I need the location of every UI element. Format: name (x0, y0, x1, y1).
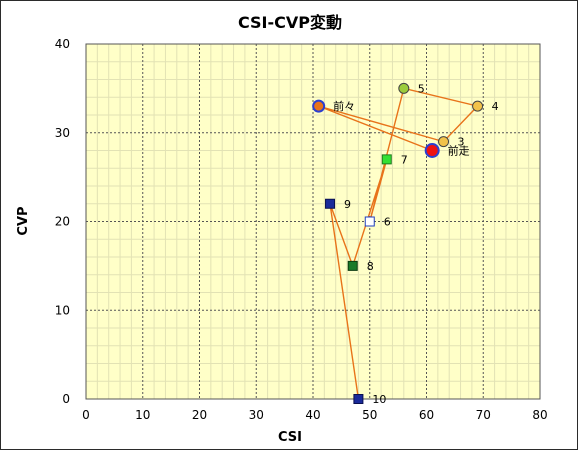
y-tick-label: 0 (62, 392, 70, 406)
data-point (353, 394, 364, 404)
data-point (347, 260, 358, 271)
data-point (364, 216, 375, 227)
point-label: 6 (384, 216, 391, 229)
x-tick-label: 80 (532, 408, 547, 422)
x-tick-label: 10 (135, 408, 150, 422)
x-axis-label: CSI (278, 430, 302, 445)
data-point (398, 82, 410, 94)
data-points (312, 82, 484, 404)
y-tick-label: 40 (55, 37, 70, 51)
y-tick-label: 10 (55, 303, 70, 317)
chart-title: CSI-CVP変動 (238, 13, 342, 32)
x-tick-label: 30 (249, 408, 264, 422)
data-point (472, 100, 484, 112)
plot-border (85, 43, 541, 400)
x-tick-label: 0 (82, 408, 90, 422)
point-label: 8 (367, 260, 374, 273)
point-label: 4 (492, 100, 499, 113)
point-label: 3 (458, 136, 465, 149)
y-tick-label: 30 (55, 126, 70, 140)
data-point (438, 136, 450, 148)
y-axis-ticks: 0 10 20 30 40 (55, 37, 70, 406)
y-axis-label: CVP (16, 206, 31, 235)
data-point (325, 198, 336, 209)
point-label: 前々 (333, 99, 355, 113)
x-tick-label: 40 (305, 408, 320, 422)
x-tick-label: 60 (419, 408, 434, 422)
x-axis-ticks: 0 10 20 30 40 50 60 70 80 (82, 408, 547, 422)
point-label: 9 (344, 198, 351, 211)
data-point (312, 99, 326, 113)
point-label: 5 (418, 82, 425, 95)
y-tick-label: 20 (55, 215, 70, 229)
x-tick-label: 70 (476, 408, 491, 422)
data-point (381, 154, 392, 165)
x-tick-label: 20 (192, 408, 207, 422)
point-label: 前走 (448, 144, 470, 158)
point-label: 7 (401, 153, 408, 166)
data-point (424, 143, 440, 158)
point-label: 10 (372, 393, 386, 406)
x-tick-label: 50 (362, 408, 377, 422)
